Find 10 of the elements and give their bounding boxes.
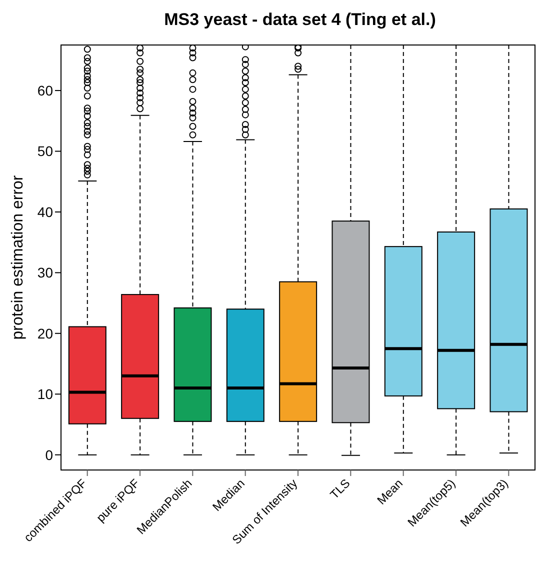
y-tick-label: 10	[37, 386, 54, 402]
y-tick-label: 30	[37, 264, 54, 281]
y-tick-label: 50	[37, 143, 54, 160]
chart-title: MS3 yeast - data set 4 (Ting et al.)	[163, 10, 437, 30]
y-tick-label: 40	[37, 204, 54, 220]
y-tick-label: 60	[37, 82, 54, 99]
y-axis-title: protein estimation error	[10, 174, 27, 340]
x-tick-label: TLS	[327, 476, 353, 502]
y-tick-label: 0	[45, 446, 54, 463]
y-tick-label: 20	[37, 325, 54, 342]
